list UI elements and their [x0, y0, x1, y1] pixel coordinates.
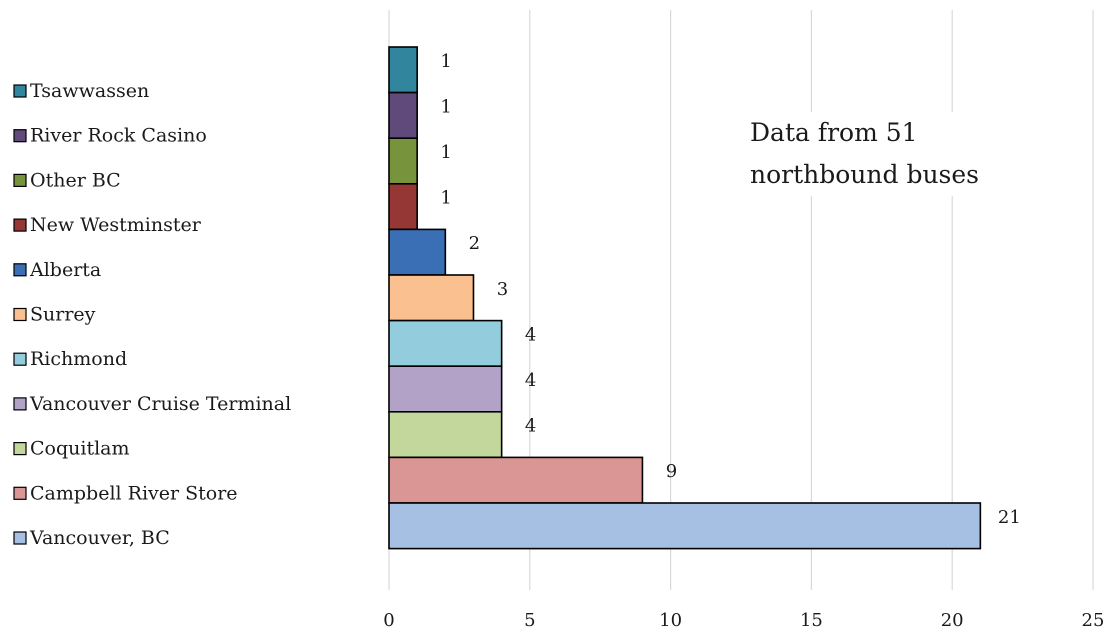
- data-label: 4: [525, 324, 536, 345]
- legend-label: Richmond: [30, 348, 127, 370]
- data-label: 1: [440, 188, 451, 209]
- legend-label: Other BC: [30, 169, 121, 191]
- legend-item: Richmond: [13, 348, 127, 370]
- legend-label: Alberta: [29, 259, 101, 281]
- legend-swatch: [13, 352, 27, 366]
- data-label: 1: [440, 142, 451, 163]
- data-labels: 1 1 1 1 2 3 4 4 4 9 21: [440, 51, 1020, 528]
- legend-swatch: [13, 531, 27, 545]
- bar: [388, 319, 503, 368]
- legend-swatch: [13, 129, 27, 143]
- legend-item: Campbell River Store: [13, 482, 238, 504]
- legend-item: New Westminster: [13, 214, 202, 236]
- annotation-line-1: Data from 51: [750, 118, 918, 147]
- data-label: 9: [666, 461, 677, 482]
- legend-item: Vancouver Cruise Terminal: [13, 393, 291, 415]
- bar: [388, 91, 418, 139]
- bar: [388, 502, 982, 550]
- x-tick-label: 0: [383, 610, 394, 631]
- legend-label: Vancouver Cruise Terminal: [29, 393, 291, 415]
- legend-swatch: [13, 307, 27, 322]
- bar: [388, 274, 475, 322]
- x-axis-ticks: 0 5 10 15 20 25: [383, 610, 1104, 631]
- data-label: 3: [497, 279, 508, 300]
- legend-swatch: [13, 173, 27, 187]
- legend-label: Vancouver, BC: [29, 527, 170, 549]
- legend-swatch: [13, 84, 27, 98]
- legend-label: Campbell River Store: [30, 482, 238, 504]
- legend-label: Tsawwassen: [30, 80, 149, 102]
- bar: [388, 456, 644, 504]
- legend-swatch: [13, 397, 27, 411]
- legend-item: Alberta: [13, 259, 101, 281]
- data-label: 1: [440, 51, 451, 72]
- bar: [388, 183, 418, 231]
- legend-item: Surrey: [13, 304, 96, 326]
- bars: [388, 46, 982, 550]
- legend-item: Tsawwassen: [13, 80, 149, 102]
- bar: [388, 228, 447, 276]
- legend: Tsawwassen River Rock Casino Other BC New W…: [13, 80, 291, 549]
- legend-item: Vancouver, BC: [13, 527, 170, 549]
- data-label: 2: [469, 233, 480, 254]
- legend-swatch: [13, 263, 27, 277]
- legend-item: Coquitlam: [13, 438, 130, 460]
- x-tick-label: 15: [800, 610, 823, 631]
- x-tick-label: 20: [941, 610, 964, 631]
- legend-label: Coquitlam: [30, 438, 130, 460]
- annotation: Data from 51 northbound buses: [744, 112, 1026, 196]
- annotation-line-2: northbound buses: [750, 160, 980, 189]
- legend-swatch: [13, 486, 27, 500]
- data-label: 1: [440, 96, 451, 117]
- legend-label: New Westminster: [30, 214, 202, 236]
- x-tick-label: 10: [659, 610, 682, 631]
- bar: [388, 137, 418, 185]
- legend-item: Other BC: [13, 169, 121, 191]
- data-label: 21: [998, 507, 1021, 528]
- data-label: 4: [525, 416, 536, 437]
- legend-label: Surrey: [30, 304, 96, 326]
- legend-swatch: [13, 218, 27, 232]
- legend-item: River Rock Casino: [13, 125, 207, 147]
- legend-label: River Rock Casino: [30, 125, 207, 147]
- legend-swatch: [13, 442, 27, 456]
- bar: [388, 365, 503, 413]
- data-label: 4: [525, 370, 536, 391]
- bar: [388, 410, 503, 459]
- x-tick-label: 25: [1082, 610, 1105, 631]
- x-tick-label: 5: [524, 610, 535, 631]
- bar: [388, 46, 418, 94]
